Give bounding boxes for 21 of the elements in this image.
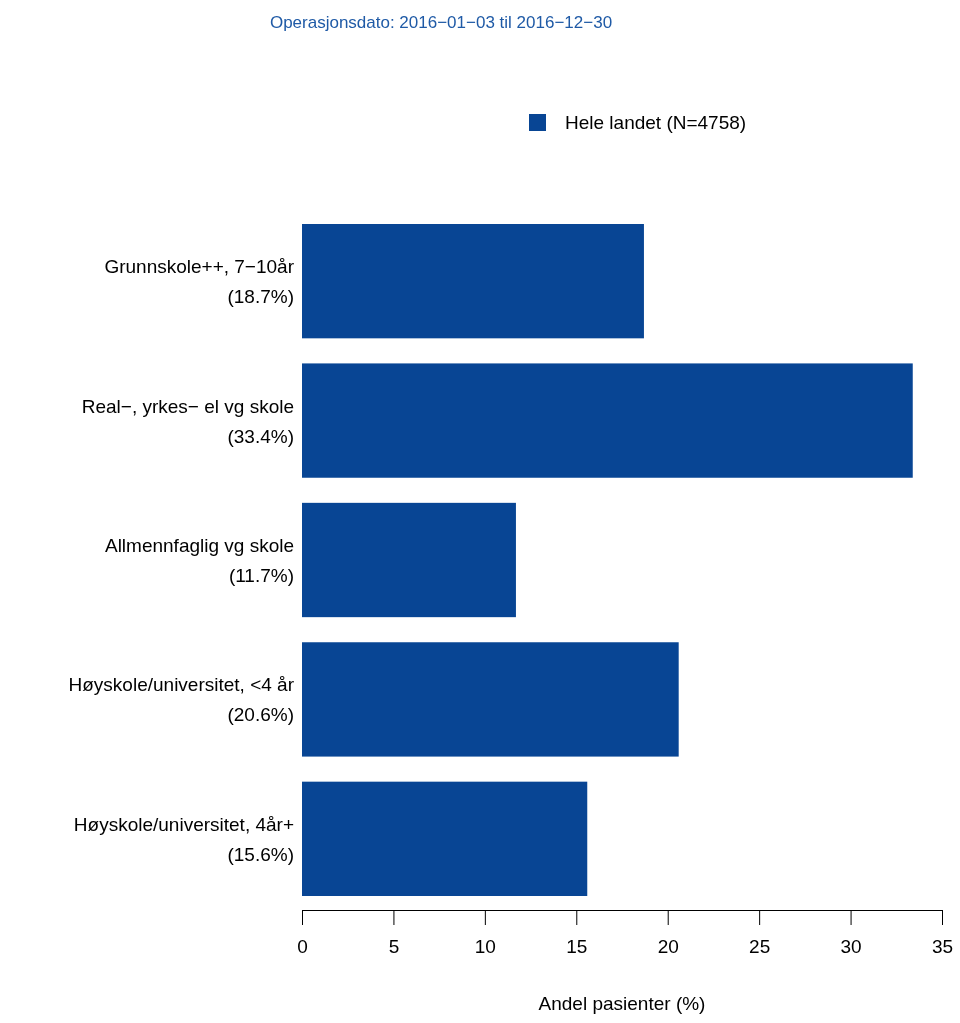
x-tick-label: 25 (749, 935, 771, 957)
legend-label: Hele landet (N=4758) (565, 112, 747, 133)
x-tick-label: 0 (297, 935, 308, 957)
bar (302, 224, 644, 339)
x-tick-label: 15 (566, 935, 588, 957)
x-tick-label: 5 (388, 935, 400, 957)
bar (302, 502, 516, 618)
chart-title: Operasjonsdato: 2016−01−03 til 2016−12−30 (269, 13, 613, 32)
y-tick-label: Grunnskole++, 7−10år (18.7%) (104, 256, 295, 308)
y-tick-label: Høyskole/universitet, 4år+ (15.6%) (73, 813, 294, 865)
x-tick-label: 20 (657, 935, 679, 957)
x-axis-title: Andel pasienter (%) (538, 993, 706, 1014)
x-tick-label: 35 (931, 935, 954, 957)
bar (302, 642, 679, 757)
bar (302, 363, 913, 478)
y-tick-label: Høyskole/universitet, <4 år (20.6%) (68, 674, 295, 726)
y-tick-label: Real−, yrkes− el vg skole (33.4%) (81, 395, 294, 447)
x-tick-label: 10 (474, 935, 496, 957)
bar (302, 781, 588, 896)
y-tick-label: Allmennfaglig vg skole (11.7%) (104, 535, 294, 586)
x-tick-label: 30 (840, 935, 862, 957)
